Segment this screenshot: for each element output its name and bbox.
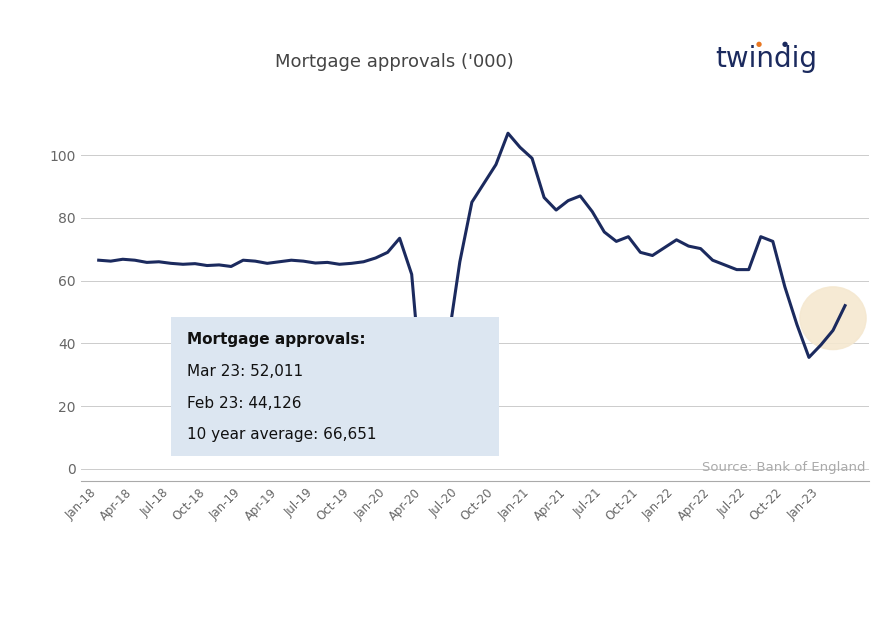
Text: ●: ● [782, 41, 788, 48]
Text: 10 year average: 66,651: 10 year average: 66,651 [187, 428, 376, 442]
Ellipse shape [800, 287, 866, 350]
Text: Mar 23: 52,011: Mar 23: 52,011 [187, 364, 303, 379]
Text: Mortgage approvals:: Mortgage approvals: [187, 332, 366, 347]
Text: Source: Bank of England: Source: Bank of England [702, 461, 866, 474]
Text: ●: ● [756, 41, 762, 48]
Text: twindig: twindig [715, 44, 817, 73]
Text: Feb 23: 44,126: Feb 23: 44,126 [187, 395, 302, 410]
Text: Mortgage approvals ('000): Mortgage approvals ('000) [275, 52, 513, 71]
FancyBboxPatch shape [171, 317, 498, 457]
